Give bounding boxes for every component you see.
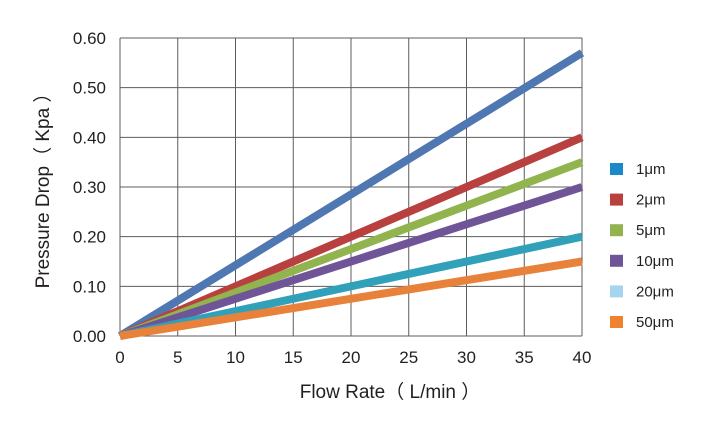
series-line-20μm [119, 232, 583, 340]
legend: 1μm 2μm 5μm 10μm 20μm 50μm [610, 161, 674, 331]
legend-label-1μm: 1μm [636, 161, 665, 178]
legend-label-10μm: 10μm [636, 253, 674, 270]
x-tick-label: 40 [573, 348, 592, 367]
y-axis-ticks: 0.00 0.10 0.20 0.30 0.40 0.50 0.60 [73, 29, 106, 346]
y-axis-title: Pressure Drop（ Kpa ） [32, 84, 54, 289]
y-tick-label: 0.60 [73, 29, 106, 48]
series-line-50μm [119, 257, 583, 340]
y-tick-label: 0.40 [73, 128, 106, 147]
legend-label-50μm: 50μm [636, 314, 674, 331]
x-axis-ticks: 0 5 10 15 20 25 30 35 40 [115, 348, 591, 367]
legend-swatch-5μm [610, 224, 623, 237]
x-tick-label: 5 [173, 348, 182, 367]
y-tick-label: 0.30 [73, 178, 106, 197]
y-tick-label: 0.50 [73, 79, 106, 98]
series-line-10μm [118, 183, 584, 340]
legend-swatch-2μm [610, 193, 623, 206]
x-tick-label: 35 [515, 348, 534, 367]
legend-swatch-50μm [610, 316, 623, 328]
legend-label-5μm: 5μm [636, 222, 665, 239]
legend-swatch-1μm [610, 163, 623, 175]
x-tick-label: 30 [457, 348, 476, 367]
series-line-1μm [117, 49, 585, 340]
legend-swatch-10μm [610, 254, 623, 267]
y-tick-label: 0.20 [73, 228, 106, 247]
x-axis-title: Flow Rate（ L/min ） [300, 381, 481, 403]
series-lines [117, 49, 585, 340]
legend-label-20μm: 20μm [636, 283, 674, 300]
x-tick-label: 10 [226, 348, 245, 367]
x-tick-label: 15 [284, 348, 303, 367]
legend-swatch-20μm [610, 285, 623, 298]
x-tick-label: 25 [399, 348, 418, 367]
y-tick-label: 0.00 [73, 327, 106, 346]
y-tick-label: 0.10 [73, 277, 106, 296]
x-tick-label: 20 [342, 348, 361, 367]
legend-label-2μm: 2μm [636, 192, 665, 209]
x-tick-label: 0 [115, 348, 124, 367]
